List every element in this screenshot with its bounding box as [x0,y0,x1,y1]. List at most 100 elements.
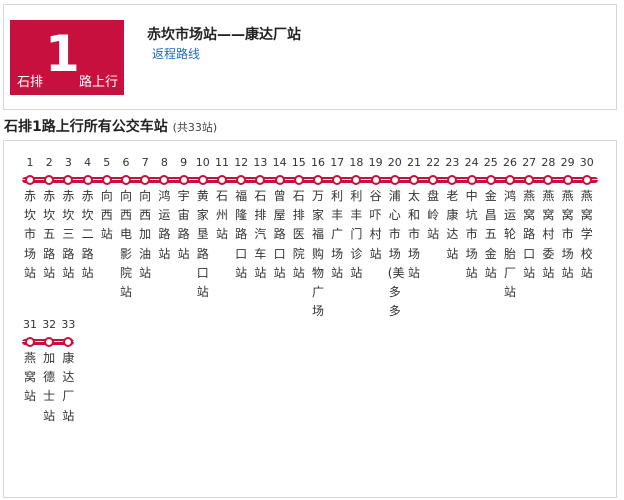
stop-name-link[interactable]: 石排汽车站 [254,189,267,280]
stop-number: 24 [464,156,479,169]
stop-name-link[interactable]: 金昌五金站 [484,189,497,280]
stop-name-link[interactable]: 老康达站 [446,189,459,261]
bus-stop[interactable]: 14 曾屋路口站 [270,155,290,280]
stop-name-link[interactable]: 赤坎三路站 [62,189,75,280]
bus-stop[interactable]: 27 燕窝路口站 [519,155,539,280]
stop-name-link[interactable]: 燕窝路口站 [523,189,536,280]
stop-name-link[interactable]: 中坑市场站 [465,189,478,280]
stop-dot-icon [255,175,266,185]
bus-stop[interactable]: 17 利丰广场站 [327,155,347,280]
stop-dot-icon [63,337,74,347]
bus-stop[interactable]: 6 向西电影院站 [116,155,136,299]
stop-name-link[interactable]: 燕窝学校站 [580,189,593,280]
bus-stop[interactable]: 18 利丰门诊站 [346,155,366,280]
stop-name-link[interactable]: 太和市场站 [407,189,420,280]
stop-dot-icon [159,175,170,185]
route-badge: 石排 1 路上行 [10,20,124,95]
bus-stop[interactable]: 10 黄家垦路口站 [193,155,213,299]
bus-stop[interactable]: 19 谷吓村站 [366,155,386,261]
stop-name-link[interactable]: 鸿运轮胎厂站 [503,189,516,300]
stop-dot-icon [581,175,592,185]
bus-stop[interactable]: 2 赤坎五路站 [39,155,59,280]
stop-dot-icon [236,175,247,185]
bus-stop[interactable]: 8 鸿运路站 [154,155,174,261]
bus-stop[interactable]: 24 中坑市场站 [462,155,482,280]
section-title-text: 石排1路上行所有公交车站 [4,119,168,135]
stop-name-link[interactable]: 利丰门诊站 [350,189,363,280]
stop-number: 29 [560,156,575,169]
stop-name-link[interactable]: 燕窝市场站 [561,189,574,280]
return-route-link[interactable]: 返程路线 [152,47,201,61]
bus-stop[interactable]: 1 赤坎市场站 [20,155,40,280]
stop-name-link[interactable]: 康达厂站 [62,351,75,423]
stop-name-link[interactable]: 盘岭站 [427,189,440,242]
bus-stop[interactable]: 26 鸿运轮胎厂站 [500,155,520,299]
stop-number: 3 [64,156,72,169]
stop-number: 17 [330,156,345,169]
stop-name-link[interactable]: 赤坎五路站 [43,189,56,280]
bus-stop[interactable]: 16 万家福购物广场 [308,155,328,318]
bus-stop[interactable]: 11 石州站 [212,155,232,241]
stop-name-link[interactable]: 赤坎二路站 [81,189,94,280]
badge-prefix: 石排 [17,75,44,90]
stop-dot-icon [447,175,458,185]
bus-stop[interactable]: 22 盘岭站 [423,155,443,241]
route-line [22,177,598,183]
stop-name-link[interactable]: 向西站 [100,189,113,242]
bus-stop[interactable]: 33 康达厂站 [58,317,78,423]
stop-dot-icon [197,175,208,185]
stop-dot-icon [140,175,151,185]
stop-name-link[interactable]: 鸿运路站 [158,189,171,261]
stop-name-link[interactable]: 加德士站 [43,351,56,423]
stop-name-link[interactable]: 万家福购物广场 [311,189,324,319]
bus-stop[interactable]: 5 向西站 [97,155,117,241]
bus-stop[interactable]: 9 宇宙路站 [174,155,194,261]
stop-name-link[interactable]: 石排医院站 [292,189,305,280]
stop-name-link[interactable]: 赤坎市场站 [23,189,36,280]
stop-number: 2 [45,156,53,169]
bus-stop[interactable]: 3 赤坎三路站 [58,155,78,280]
stop-number: 32 [42,318,57,331]
bus-stop[interactable]: 23 老康达站 [442,155,462,261]
bus-stop[interactable]: 15 石排医院站 [289,155,309,280]
bus-stop[interactable]: 30 燕窝学校站 [577,155,597,280]
stop-name-link[interactable]: 宇宙路站 [177,189,190,261]
stop-number: 14 [272,156,287,169]
stop-dot-icon [389,175,400,185]
bus-stop[interactable]: 31 燕窝站 [20,317,40,403]
stop-dot-icon [293,175,304,185]
stop-name-link[interactable]: 黄家垦路口站 [196,189,209,300]
bus-stop[interactable]: 4 赤坎二路站 [78,155,98,280]
bus-stop[interactable]: 13 石排汽车站 [250,155,270,280]
stop-name-link[interactable]: 利丰广场站 [331,189,344,280]
stop-name-link[interactable]: 向西加油站 [139,189,152,280]
stop-name-link[interactable]: 浦心市场(美多多 [387,189,405,319]
bus-stop[interactable]: 32 加德士站 [39,317,59,423]
stops-panel: 1 赤坎市场站 2 赤坎五路站 3 赤坎三路站 4 赤坎二路站 5 向西站 6 向西电影院站 7 向西加油… [3,140,617,498]
stop-number: 26 [503,156,517,169]
stop-dot-icon [25,175,35,185]
stop-name-link[interactable]: 曾屋路口站 [273,189,286,280]
bus-stop[interactable]: 20 浦心市场(美多多 [385,155,405,318]
stop-dot-icon [63,175,74,185]
badge-number: 1 [45,25,80,83]
bus-stop[interactable]: 25 金昌五金站 [481,155,501,280]
stop-number: 20 [387,156,402,169]
bus-stop[interactable]: 28 燕窝村委站 [538,155,558,280]
stop-dot-icon [332,175,343,185]
bus-stop[interactable]: 21 太和市场站 [404,155,424,280]
bus-stop[interactable]: 29 燕窝市场站 [558,155,578,280]
bus-stop[interactable]: 12 福隆路口站 [231,155,251,280]
stop-dot-icon [524,175,535,185]
stop-name-link[interactable]: 谷吓村站 [369,189,382,261]
stop-name-link[interactable]: 向西电影院站 [119,189,132,300]
section-title: 石排1路上行所有公交车站 (共33站) [4,116,217,136]
stop-name-link[interactable]: 福隆路口站 [235,189,248,280]
badge-suffix: 路上行 [79,75,119,90]
bus-stop[interactable]: 7 向西加油站 [135,155,155,280]
stop-name-link[interactable]: 燕窝站 [23,351,36,404]
stop-number: 5 [103,156,111,169]
stop-name-link[interactable]: 石州站 [215,189,228,242]
stop-dot-icon [485,175,496,185]
stop-name-link[interactable]: 燕窝村委站 [542,189,555,280]
